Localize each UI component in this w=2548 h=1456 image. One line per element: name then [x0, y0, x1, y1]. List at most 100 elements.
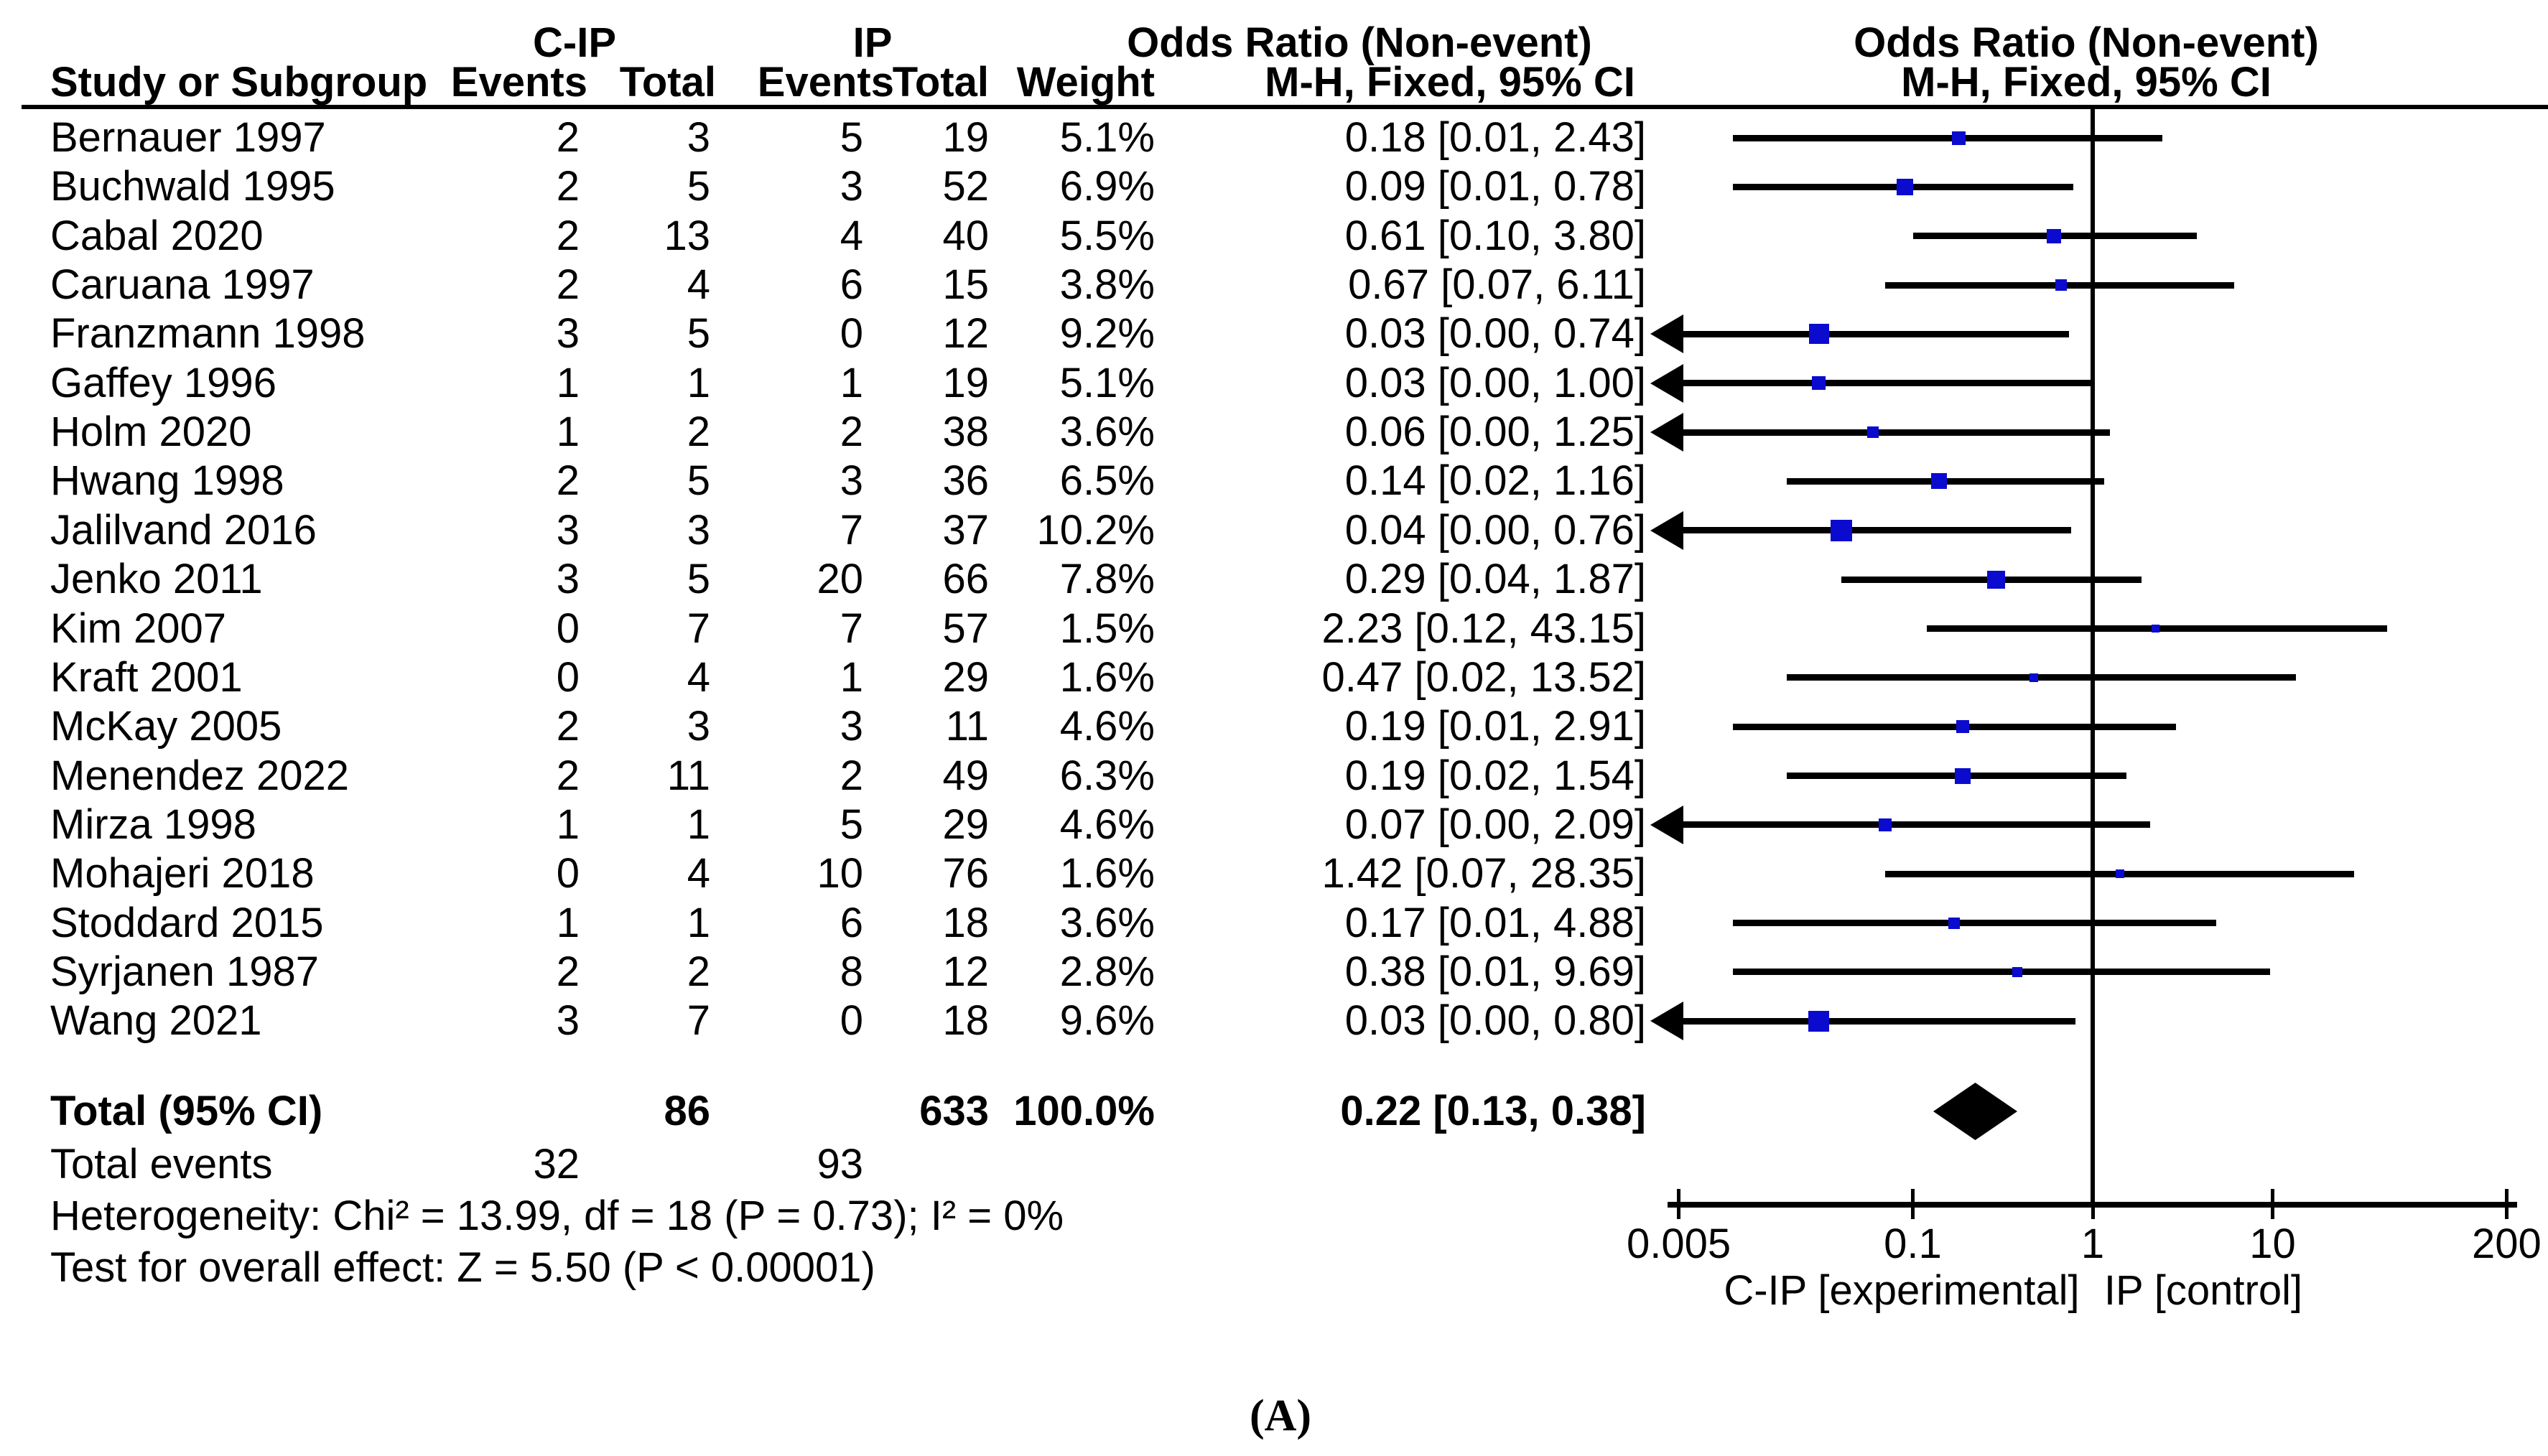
study-total2: 52 — [942, 163, 989, 210]
study-weight: 3.6% — [1059, 899, 1155, 946]
axis-tick — [2091, 1189, 2095, 1219]
study-row: Caruana 1997 2 4 6 15 3.8% 0.67 [0.07, 6.11] — [0, 261, 2548, 309]
ci-line — [1668, 429, 2111, 436]
study-total1: 1 — [687, 899, 710, 946]
study-events2: 3 — [840, 703, 863, 750]
study-total1: 2 — [687, 409, 710, 456]
study-weight: 2.8% — [1059, 948, 1155, 995]
ci-line — [1668, 1017, 2075, 1025]
study-total1: 1 — [687, 359, 710, 406]
or-marker — [1948, 917, 1961, 929]
axis-tick-label: 10 — [2249, 1221, 2296, 1267]
study-row: Franzmann 1998 3 5 0 12 9.2% 0.03 [0.00, 0.74] — [0, 309, 2548, 358]
left-arrow-icon — [1650, 805, 1683, 844]
or-marker — [2012, 966, 2022, 977]
study-weight: 4.6% — [1059, 703, 1155, 750]
ci-line — [1668, 330, 2070, 337]
total-events1: 32 — [533, 1141, 580, 1187]
total-events-row: Total events 32 93 — [0, 1140, 2548, 1189]
study-name: Holm 2020 — [50, 409, 252, 456]
or-marker — [1951, 131, 1966, 145]
study-total1: 5 — [687, 310, 710, 358]
study-name: Franzmann 1998 — [50, 310, 366, 358]
left-arrow-icon — [1650, 510, 1683, 550]
study-row: Syrjanen 1987 2 2 8 12 2.8% 0.38 [0.01, 9.69] — [0, 948, 2548, 997]
study-total2: 29 — [942, 653, 989, 701]
study-weight: 1.6% — [1059, 850, 1155, 897]
study-total2: 15 — [942, 261, 989, 309]
study-row: Jalilvand 2016 3 3 7 37 10.2% 0.04 [0.00, 0.76… — [0, 506, 2548, 555]
study-or-ci: 0.09 [0.01, 0.78] — [1344, 163, 1646, 210]
left-arrow-icon — [1650, 314, 1683, 354]
study-events1: 1 — [556, 801, 580, 848]
study-weight: 9.6% — [1059, 997, 1155, 1045]
study-row: Gaffey 1996 1 1 1 19 5.1% 0.03 [0.00, 1.00] — [0, 359, 2548, 408]
study-or-ci: 0.67 [0.07, 6.11] — [1348, 261, 1646, 309]
study-total1: 4 — [687, 850, 710, 897]
study-column-header: Study or Subgroup — [50, 59, 428, 106]
study-total1: 3 — [687, 506, 710, 554]
axis-tick — [2504, 1189, 2509, 1219]
study-events1: 2 — [556, 948, 580, 995]
study-total1: 3 — [687, 703, 710, 750]
study-row: Mohajeri 2018 0 4 10 76 1.6% 1.42 [0.07, 28.35… — [0, 849, 2548, 898]
study-row: Mirza 1998 1 1 5 29 4.6% 0.07 [0.00, 2.09] — [0, 801, 2548, 849]
study-weight: 5.1% — [1059, 114, 1155, 161]
study-events2: 2 — [840, 752, 863, 799]
axis-tick — [1677, 1189, 1681, 1219]
study-events1: 1 — [556, 899, 580, 946]
x-axis-right-label: IP [control] — [2103, 1267, 2303, 1314]
study-weight: 3.8% — [1059, 261, 1155, 309]
study-weight: 4.6% — [1059, 801, 1155, 848]
heterogeneity-note: Heterogeneity: Chi² = 13.99, df = 18 (P … — [50, 1193, 1064, 1239]
study-total1: 2 — [687, 948, 710, 995]
study-or-ci: 0.17 [0.01, 4.88] — [1344, 899, 1646, 946]
study-name: Jalilvand 2016 — [50, 506, 317, 554]
plot-column-title: Odds Ratio (Non-event) — [1854, 19, 2319, 66]
axis-tick-label: 1 — [2080, 1221, 2105, 1267]
study-row: Jenko 2011 3 5 20 66 7.8% 0.29 [0.04, 1.87] — [0, 555, 2548, 604]
events2-column-header: Events — [757, 59, 894, 106]
study-events1: 2 — [556, 114, 580, 161]
study-events2: 1 — [840, 653, 863, 701]
axis-tick-label: 0.1 — [1884, 1221, 1942, 1267]
study-total2: 18 — [942, 997, 989, 1045]
study-events1: 3 — [556, 506, 580, 554]
study-row: Cabal 2020 2 13 4 40 5.5% 0.61 [0.10, 3.80] — [0, 212, 2548, 261]
study-total1: 11 — [666, 752, 710, 799]
study-events1: 0 — [556, 653, 580, 701]
study-weight: 1.6% — [1059, 653, 1155, 701]
study-events2: 5 — [840, 801, 863, 848]
or-marker — [2047, 228, 2062, 243]
study-or-ci: 0.29 [0.04, 1.87] — [1344, 556, 1646, 603]
study-weight: 6.5% — [1059, 457, 1155, 505]
study-events1: 3 — [556, 310, 580, 358]
study-row: Kim 2007 0 7 7 57 1.5% 2.23 [0.12, 43.15] — [0, 605, 2548, 653]
study-or-ci: 0.38 [0.01, 9.69] — [1344, 948, 1646, 995]
overall-effect-note: Test for overall effect: Z = 5.50 (P < 0… — [50, 1244, 875, 1291]
study-weight: 1.5% — [1059, 605, 1155, 652]
study-events1: 0 — [556, 850, 580, 897]
study-total1: 5 — [687, 457, 710, 505]
study-or-ci: 0.61 [0.10, 3.80] — [1344, 212, 1646, 259]
study-events1: 2 — [556, 261, 580, 309]
study-total2: 18 — [942, 899, 989, 946]
or-marker — [1808, 324, 1829, 345]
study-weight: 3.6% — [1059, 409, 1155, 456]
total-or-ci: 0.22 [0.13, 0.38] — [1340, 1088, 1646, 1134]
study-name: Mohajeri 2018 — [50, 850, 315, 897]
study-total2: 76 — [942, 850, 989, 897]
study-weight: 6.9% — [1059, 163, 1155, 210]
study-events2: 6 — [840, 899, 863, 946]
or-marker — [2151, 625, 2159, 633]
weight-column-header: Weight — [1016, 59, 1155, 106]
study-name: Jenko 2011 — [50, 556, 263, 603]
study-weight: 9.2% — [1059, 310, 1155, 358]
ci-line — [1668, 821, 2151, 829]
study-name: Wang 2021 — [50, 997, 262, 1045]
study-total2: 37 — [942, 506, 989, 554]
study-name: McKay 2005 — [50, 703, 282, 750]
header-rule — [22, 105, 2548, 109]
total-total2: 633 — [919, 1088, 989, 1134]
ci-line — [1733, 969, 2271, 976]
